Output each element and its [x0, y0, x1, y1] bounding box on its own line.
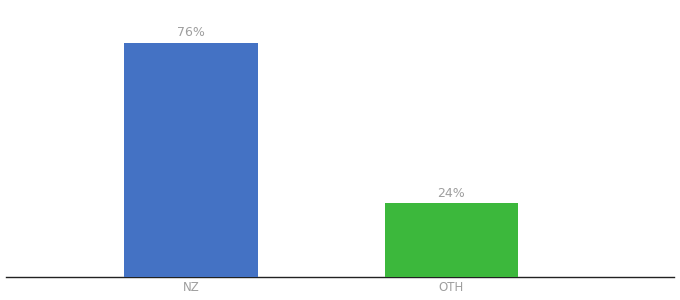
Bar: [124, 43, 258, 277]
Bar: [385, 203, 518, 277]
Text: 24%: 24%: [438, 187, 465, 200]
Text: 76%: 76%: [177, 26, 205, 39]
